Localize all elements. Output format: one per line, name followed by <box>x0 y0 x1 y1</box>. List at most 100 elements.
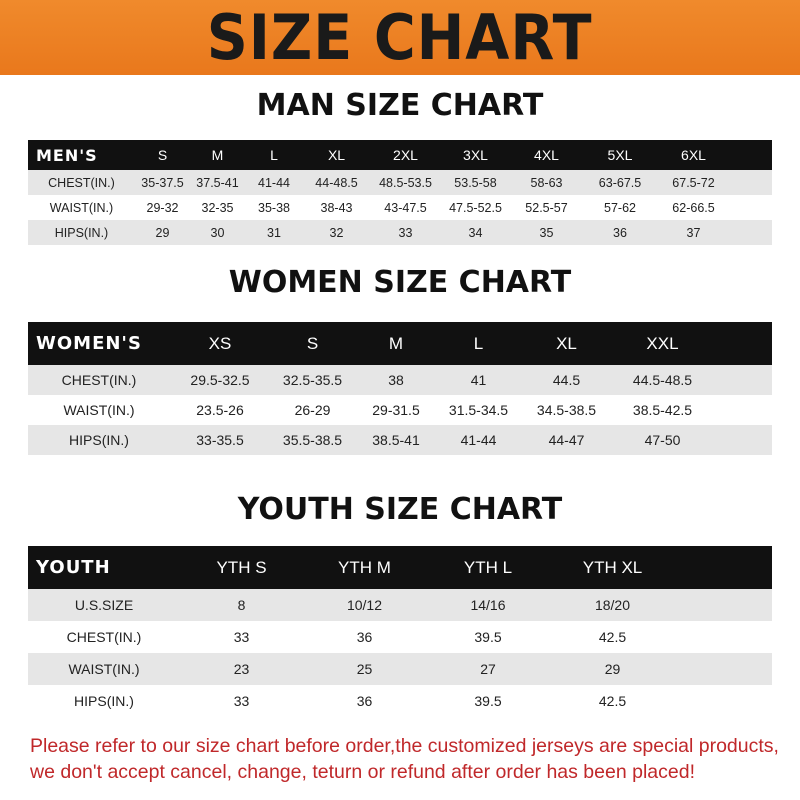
table-cell: 63-67.5 <box>598 175 642 190</box>
table-cell: 41 <box>470 372 487 388</box>
table-cell: 10/12 <box>346 597 383 613</box>
size-header: XL <box>327 147 346 163</box>
table-cell: 29.5-32.5 <box>190 372 250 388</box>
table-cell: 23 <box>233 661 250 677</box>
page-title: SIZE CHART <box>207 1 593 74</box>
table-row: CHEST(IN.) 29.5-32.5 32.5-35.5 38 41 44.5 44.5… <box>28 365 772 395</box>
table-cell: 34.5-38.5 <box>536 402 597 418</box>
table-cell: 26-29 <box>294 402 331 418</box>
table-cell: 29-32 <box>146 200 179 215</box>
table-cell: 31 <box>267 225 281 240</box>
disclaimer: Please refer to our size chart before or… <box>30 733 790 785</box>
table-cell: 43-47.5 <box>384 200 427 215</box>
row-label: CHEST(IN.) <box>66 629 142 645</box>
table-cell: 38.5-41 <box>372 432 420 448</box>
size-header: L <box>270 147 278 163</box>
table-corner-label: MEN'S <box>36 145 98 165</box>
table-cell: 32.5-35.5 <box>282 372 343 388</box>
table-cell: 35-37.5 <box>141 175 184 190</box>
table-cell: 58-63 <box>530 175 563 190</box>
size-header: YTH S <box>216 557 267 577</box>
table-cell: 39.5 <box>474 629 502 645</box>
row-label: WAIST(IN.) <box>63 402 135 418</box>
women-heading: WOMEN SIZE CHART <box>228 265 572 300</box>
table-cell: 8 <box>237 597 246 613</box>
row-label: U.S.SIZE <box>74 597 134 613</box>
table-cell: 33 <box>233 629 250 645</box>
row-label: HIPS(IN.) <box>54 225 109 240</box>
table-cell: 38.5-42.5 <box>632 402 693 418</box>
table-cell: 44.5-48.5 <box>632 372 693 388</box>
table-cell: 14/16 <box>470 597 506 613</box>
size-header: 2XL <box>393 147 418 163</box>
table-cell: 44-48.5 <box>315 175 358 190</box>
size-header: XL <box>556 333 577 353</box>
row-label: WAIST(IN.) <box>68 661 140 677</box>
youth-size-table: YOUTH YTH S YTH M YTH L YTH XL U.S.SIZE 8 10/12… <box>28 546 772 717</box>
table-row: WAIST(IN.) 23.5-26 26-29 29-31.5 31.5-34.5 34… <box>28 395 772 425</box>
table-cell: 35-38 <box>258 200 290 215</box>
row-label: HIPS(IN.) <box>69 432 129 448</box>
table-cell: 34 <box>468 225 483 240</box>
table-cell: 25 <box>356 661 373 677</box>
table-cell: 23.5-26 <box>196 402 244 418</box>
table-cell: 62-66.5 <box>672 200 715 215</box>
size-header: 6XL <box>681 147 706 163</box>
size-header: XS <box>208 333 232 353</box>
size-header: YTH M <box>338 557 391 577</box>
title-banner: SIZE CHART <box>0 0 800 75</box>
table-cell: 32-35 <box>201 200 234 215</box>
table-cell: 37.5-41 <box>196 175 239 190</box>
table-cell: 47.5-52.5 <box>449 200 502 215</box>
youth-heading: YOUTH SIZE CHART <box>237 492 563 527</box>
table-cell: 52.5-57 <box>525 200 568 215</box>
size-header: YTH XL <box>582 557 643 577</box>
table-corner-label: WOMEN'S <box>36 333 142 354</box>
table-cell: 31.5-34.5 <box>448 402 509 418</box>
table-cell: 48.5-53.5 <box>379 175 432 190</box>
size-header: 5XL <box>607 147 633 163</box>
table-cell: 44-47 <box>548 432 585 448</box>
table-cell: 32 <box>329 225 344 240</box>
table-corner-label: YOUTH <box>36 557 111 578</box>
table-cell: 36 <box>356 629 373 645</box>
table-row: U.S.SIZE 8 10/12 14/16 18/20 <box>28 589 772 621</box>
disclaimer-line-2: we don't accept cancel, change, teturn o… <box>30 761 695 783</box>
table-cell: 47-50 <box>644 432 681 448</box>
women-size-table: WOMEN'S XS S M L XL XXL CHEST(IN.) 29.5-32.5 32.5… <box>28 322 772 455</box>
table-cell: 30 <box>210 225 225 240</box>
size-header: S <box>157 147 168 163</box>
table-cell: 29-31.5 <box>372 402 420 418</box>
table-cell: 41-44 <box>258 175 290 190</box>
size-header: M <box>211 147 224 163</box>
size-header: M <box>388 333 404 353</box>
table-row: WAIST(IN.) 23 25 27 29 <box>28 653 772 685</box>
size-header: YTH L <box>463 557 513 577</box>
row-label: CHEST(IN.) <box>61 372 137 388</box>
table-header-row: WOMEN'S XS S M L XL XXL <box>28 322 772 365</box>
table-cell: 33-35.5 <box>196 432 244 448</box>
row-label: HIPS(IN.) <box>74 693 134 709</box>
table-row: CHEST(IN.) 33 36 39.5 42.5 <box>28 621 772 653</box>
table-cell: 57-62 <box>604 200 636 215</box>
disclaimer-line-1: Please refer to our size chart before or… <box>30 735 779 757</box>
table-cell: 39.5 <box>474 693 502 709</box>
size-header: 4XL <box>534 147 559 163</box>
table-cell: 38-43 <box>320 200 353 215</box>
table-cell: 36 <box>613 225 627 240</box>
table-row: HIPS(IN.) 33 36 39.5 42.5 <box>28 685 772 717</box>
table-cell: 67.5-72 <box>672 175 715 190</box>
table-cell: 29 <box>155 225 170 240</box>
men-heading: MAN SIZE CHART <box>256 88 544 123</box>
table-cell: 36 <box>356 693 373 709</box>
table-cell: 41-44 <box>460 432 497 448</box>
table-cell: 42.5 <box>598 629 627 645</box>
table-cell: 18/20 <box>594 597 631 613</box>
table-cell: 44.5 <box>552 372 581 388</box>
table-cell: 27 <box>480 661 496 677</box>
table-cell: 42.5 <box>598 693 627 709</box>
table-row: HIPS(IN.) 33-35.5 35.5-38.5 38.5-41 41-44 44-… <box>28 425 772 455</box>
table-cell: 33 <box>398 225 413 240</box>
table-row: HIPS(IN.) 29 30 31 32 33 34 35 36 37 <box>28 220 772 245</box>
table-cell: 35 <box>539 225 554 240</box>
